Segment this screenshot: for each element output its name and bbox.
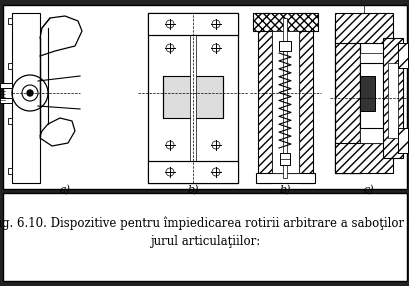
- Text: a): a): [59, 185, 70, 195]
- Bar: [148, 161, 237, 183]
- Bar: [0, 83, 12, 88]
- Bar: [282, 18, 286, 178]
- Bar: [397, 43, 407, 68]
- Bar: [334, 13, 392, 43]
- Bar: [397, 128, 407, 153]
- Text: Fig. 6.10. Dispozitive pentru împiedicarea rotirii arbitrare a saboţilor în: Fig. 6.10. Dispozitive pentru împiedicar…: [0, 216, 409, 230]
- Text: b): b): [279, 185, 290, 195]
- Bar: [359, 53, 387, 143]
- Bar: [8, 18, 12, 24]
- Bar: [298, 13, 312, 183]
- Bar: [359, 63, 391, 128]
- Text: c): c): [363, 185, 373, 195]
- Bar: [0, 98, 12, 103]
- Bar: [382, 38, 402, 158]
- Bar: [3, 193, 406, 281]
- Bar: [279, 153, 289, 165]
- Bar: [148, 13, 237, 35]
- Bar: [252, 13, 317, 31]
- Bar: [8, 168, 12, 174]
- Bar: [334, 23, 359, 173]
- Bar: [255, 173, 314, 183]
- Circle shape: [27, 90, 33, 96]
- Text: jurul articulaţiilor:: jurul articulaţiilor:: [150, 235, 259, 249]
- Bar: [257, 13, 271, 183]
- Bar: [271, 31, 298, 173]
- Bar: [8, 63, 12, 69]
- Bar: [8, 118, 12, 124]
- Bar: [12, 13, 40, 183]
- Bar: [334, 143, 392, 173]
- Text: b): b): [187, 185, 198, 195]
- Bar: [189, 35, 196, 161]
- Bar: [163, 76, 222, 118]
- Bar: [387, 63, 397, 138]
- Bar: [148, 13, 237, 183]
- Bar: [3, 5, 406, 189]
- Bar: [278, 41, 290, 51]
- Bar: [359, 76, 374, 111]
